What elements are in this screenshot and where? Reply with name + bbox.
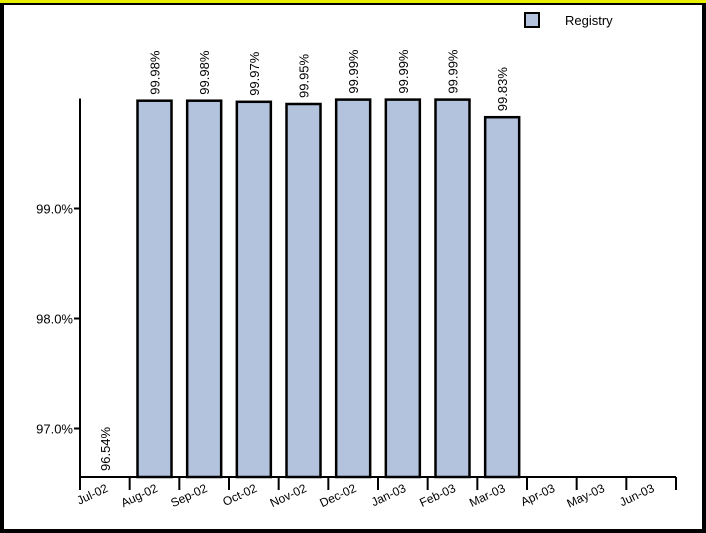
bar-oct-02 [235,100,273,479]
data-label: 99.99% [346,49,361,94]
data-label: 99.98% [197,50,212,95]
y-axis: 99.0% 98.0% 97.0% [36,98,81,477]
data-label: 99.99% [446,49,461,94]
data-label: 99.95% [297,53,312,98]
y-tick-label: 99.0% [36,202,73,217]
bar-sep-02 [185,99,223,479]
legend-label-registry: Registry [565,13,613,28]
data-label: 99.83% [495,67,510,112]
data-label: 99.98% [148,50,163,95]
bar-mar-03 [483,115,521,479]
bar-jan-03 [384,98,422,479]
top-border-stripe [0,0,706,3]
legend: Registry [524,12,613,28]
legend-swatch-registry [524,12,540,28]
bar-feb-03 [434,98,471,479]
bar-aug-02 [136,99,173,479]
data-label: 99.97% [247,51,262,96]
bar-series-registry [136,98,521,479]
y-tick-label: 97.0% [36,422,73,437]
y-tick-label: 98.0% [36,312,73,327]
bar-nov-02 [285,102,322,479]
data-label: 96.54% [98,426,113,471]
data-label: 99.99% [396,49,411,94]
bar-dec-02 [334,98,372,479]
data-labels: 96.54% 99.98% 99.98% 99.97% 99.95% 99.99% 99.9… [98,49,510,471]
